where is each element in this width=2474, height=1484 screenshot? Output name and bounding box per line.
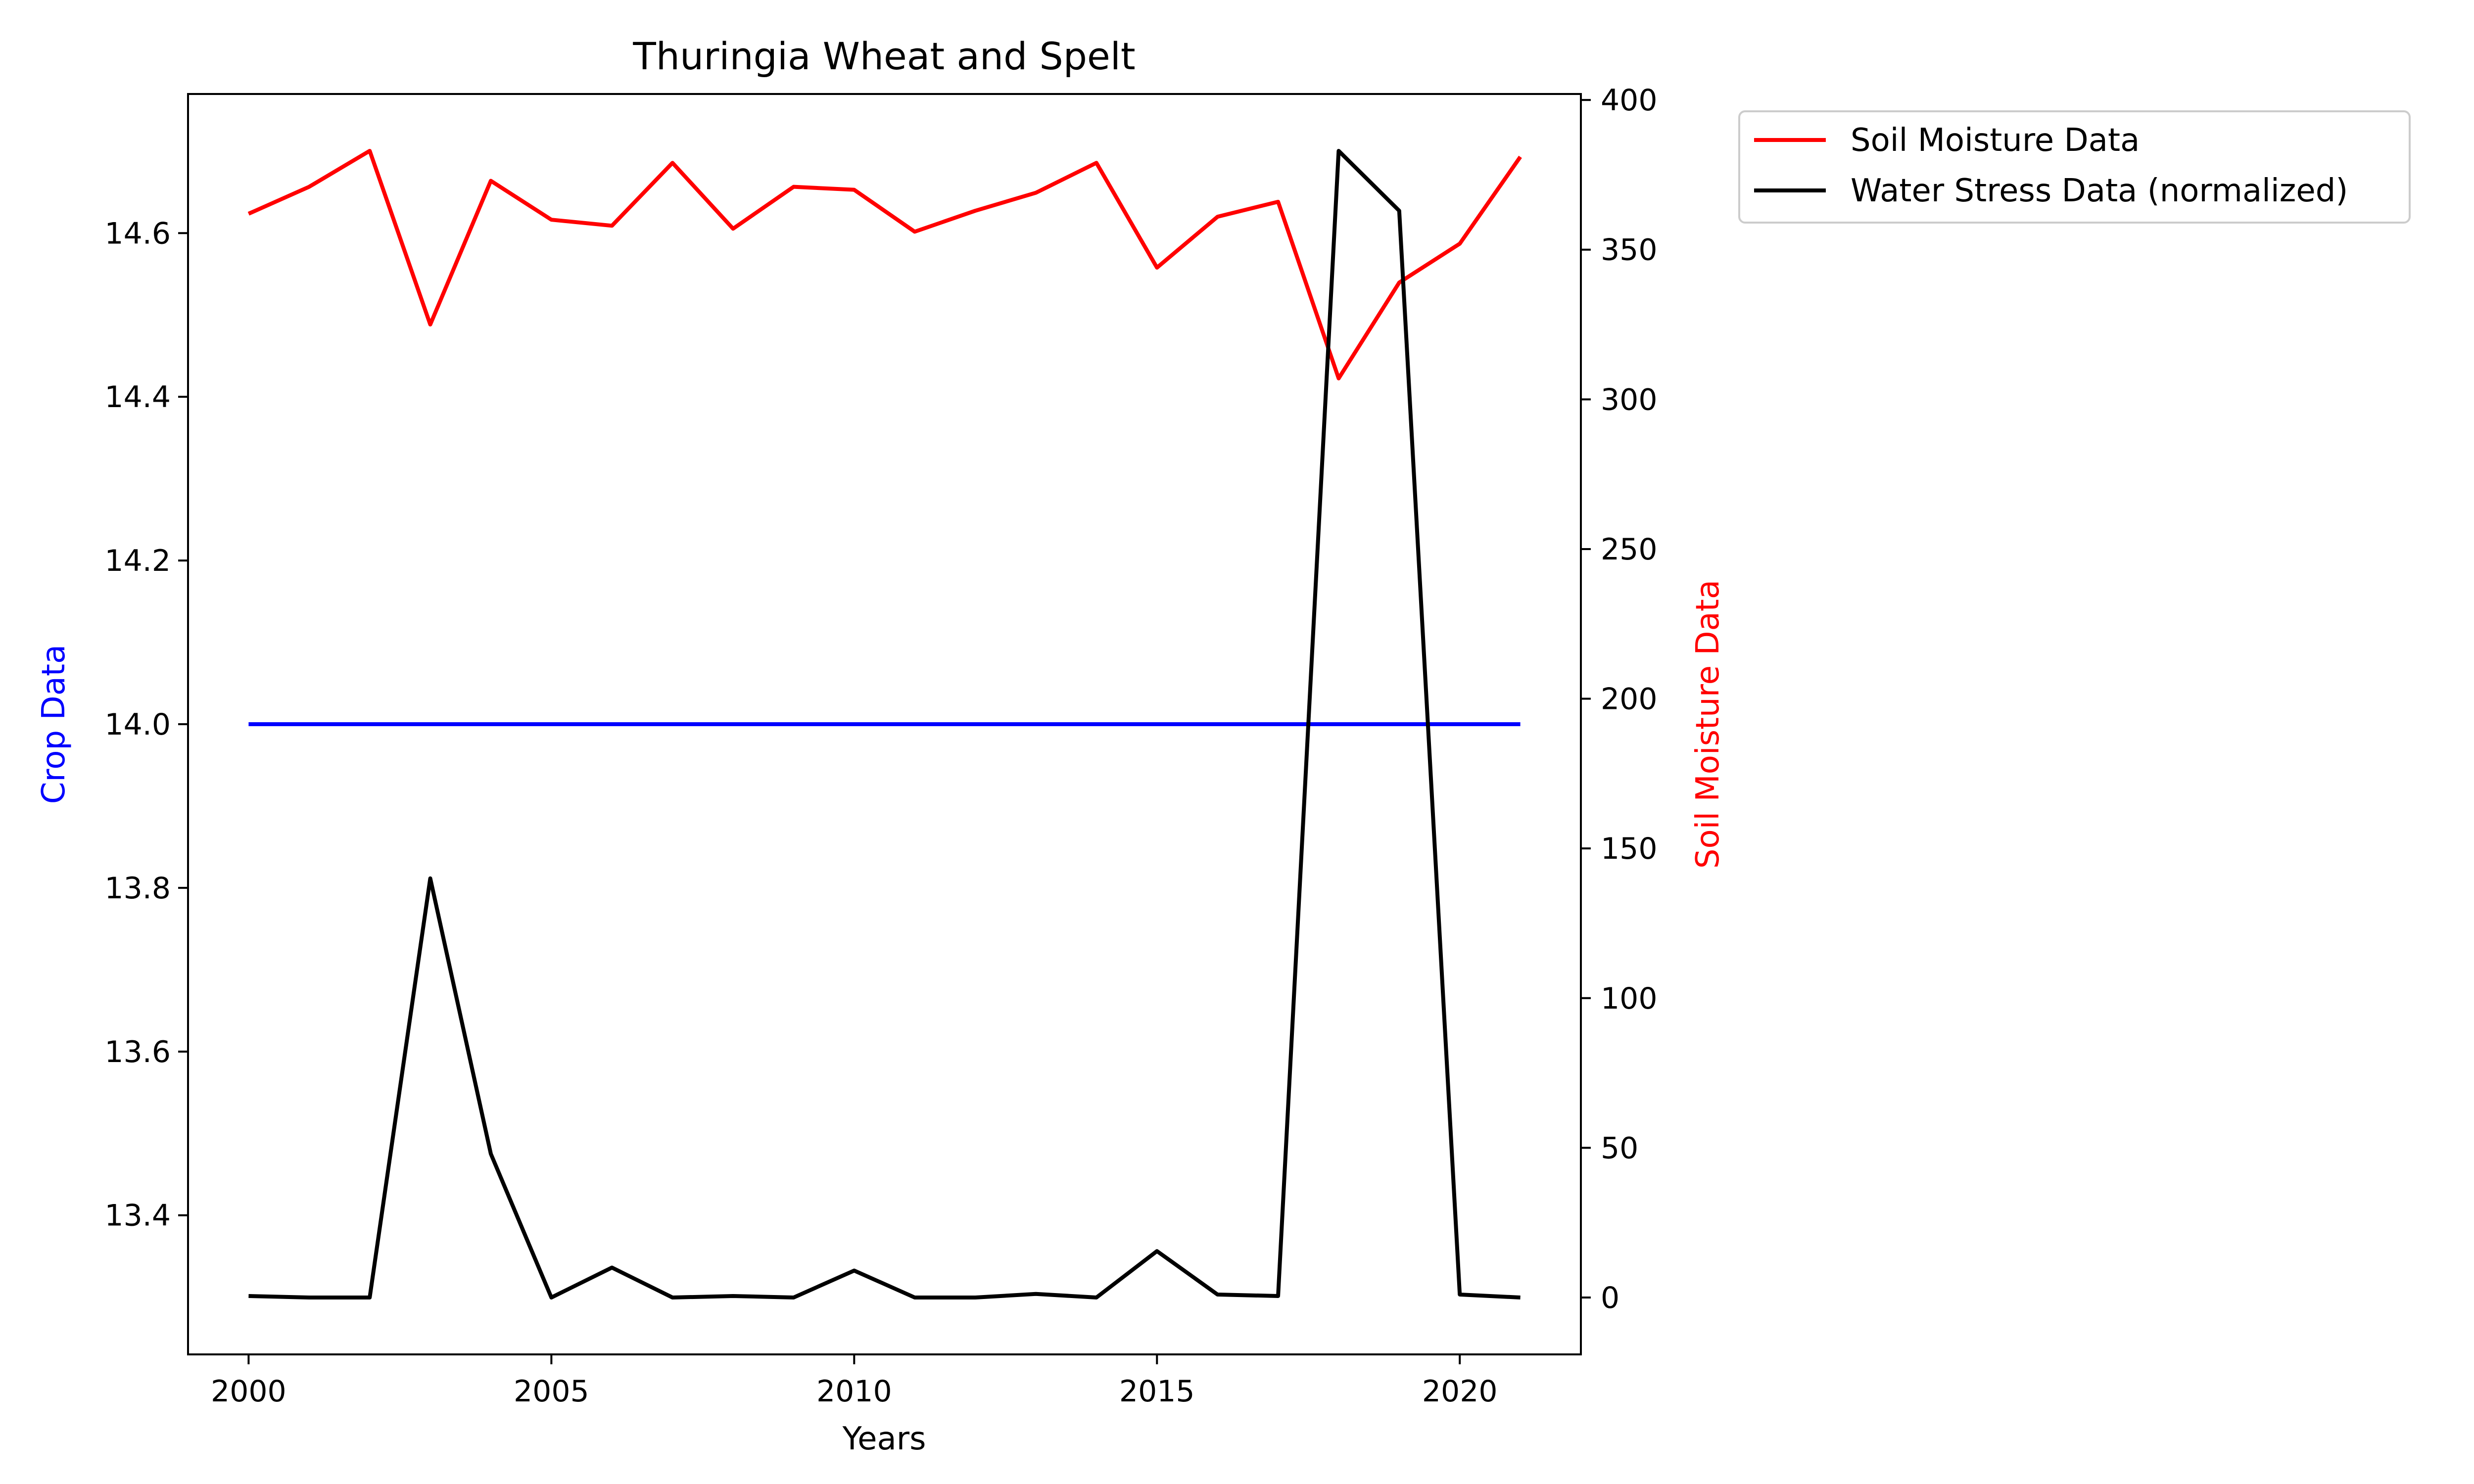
- left-y-tick-label: 14.4: [104, 380, 171, 415]
- right-y-tick-label: 350: [1601, 233, 1658, 268]
- legend-label-soil-moisture: Soil Moisture Data: [1851, 122, 2140, 159]
- right-y-tick-label: 250: [1601, 532, 1658, 567]
- right-y-tick-label: 100: [1601, 981, 1658, 1016]
- right-y-tick-label: 150: [1601, 832, 1658, 866]
- right-y-tick-label: 200: [1601, 682, 1658, 717]
- x-tick-label: 2000: [211, 1374, 286, 1409]
- soil-moisture-line: [247, 148, 1522, 380]
- series-lines: [247, 148, 1522, 1300]
- x-axis-ticks: 2000 2005 2010 2015 2020: [211, 1354, 1498, 1409]
- chart-title: Thuringia Wheat and Spelt: [632, 34, 1135, 78]
- left-y-tick-label: 13.8: [104, 871, 171, 906]
- plot-area-frame: [187, 93, 1582, 1355]
- right-y-axis-label: Soil Moisture Data: [1690, 580, 1726, 869]
- left-y-tick-label: 14.0: [104, 707, 171, 742]
- x-tick-label: 2015: [1119, 1374, 1195, 1409]
- right-y-tick-label: 50: [1601, 1131, 1638, 1165]
- left-y-tick-label: 13.4: [104, 1199, 171, 1233]
- left-y-tick-label: 14.6: [104, 216, 171, 251]
- right-y-axis-ticks: 0 50 100 150 200 250 300 350 400: [1581, 83, 1658, 1315]
- water-stress-line: [248, 148, 1521, 1300]
- legend-label-water-stress: Water Stress Data (normalized): [1851, 173, 2348, 209]
- right-y-tick-label: 400: [1601, 83, 1658, 118]
- left-y-axis-label: Crop Data: [36, 645, 72, 804]
- legend: Soil Moisture Data Water Stress Data (no…: [1738, 110, 2411, 224]
- x-axis-label: Years: [842, 1421, 926, 1457]
- left-y-tick-label: 13.6: [104, 1035, 171, 1069]
- x-tick-label: 2010: [816, 1374, 892, 1409]
- right-y-tick-label: 300: [1601, 382, 1658, 417]
- left-y-axis-ticks: 13.4 13.6 13.8 14.0 14.2 14.4 14.6: [104, 216, 188, 1233]
- x-tick-label: 2005: [514, 1374, 589, 1409]
- x-tick-label: 2020: [1422, 1374, 1498, 1409]
- legend-box: [1738, 110, 2411, 224]
- left-y-tick-label: 14.2: [104, 544, 171, 578]
- right-y-tick-label: 0: [1601, 1281, 1619, 1315]
